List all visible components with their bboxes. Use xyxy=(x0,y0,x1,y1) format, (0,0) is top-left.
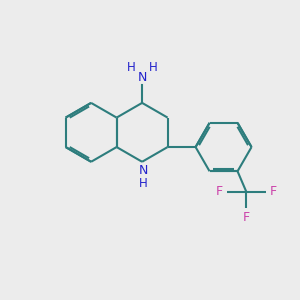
Text: H: H xyxy=(149,61,158,74)
Text: F: F xyxy=(243,211,250,224)
Text: F: F xyxy=(216,185,223,198)
Text: F: F xyxy=(270,185,277,198)
Text: N: N xyxy=(139,164,148,177)
Text: H: H xyxy=(127,61,135,74)
Text: H: H xyxy=(139,177,148,190)
Text: N: N xyxy=(137,71,147,84)
